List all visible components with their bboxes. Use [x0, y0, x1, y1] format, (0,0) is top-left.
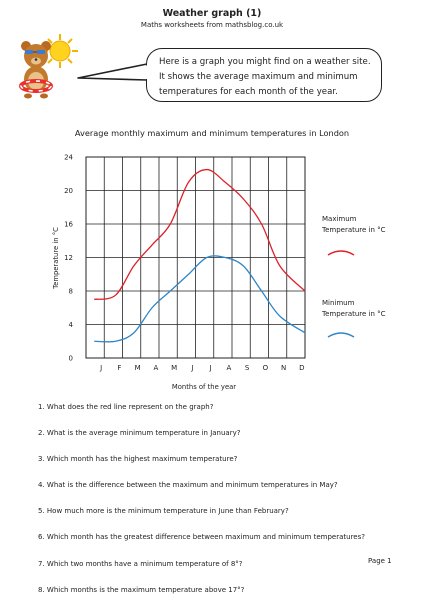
speech-bubble-tail: [77, 63, 148, 81]
question-item: 1. What does the red line represent on t…: [38, 403, 214, 411]
y-tick-label: 0: [69, 355, 73, 363]
x-tick-label: A: [226, 364, 231, 372]
x-tick-label: D: [299, 364, 304, 372]
worksheet-page: Weather graph (1) Maths worksheets from …: [19, 8, 392, 593]
worksheet-title: Weather graph (1): [162, 8, 262, 19]
x-tick-label: M: [171, 364, 177, 372]
y-axis-label: Temperature in °C: [52, 227, 60, 290]
question-item: 7. Which two months have a minimum tempe…: [38, 559, 243, 568]
y-tick-label: 12: [64, 254, 73, 262]
x-axis-label: Months of the year: [172, 383, 236, 391]
legend-maximum-swatch: [327, 250, 355, 256]
y-tick-label: 24: [64, 154, 73, 162]
x-tick-label: J: [209, 364, 212, 372]
legend-minimum-label-2: Temperature in °C: [322, 310, 386, 318]
chart-title: Average monthly maximum and minimum temp…: [74, 128, 350, 138]
question-item: 5. How much more is the minimum temperat…: [38, 507, 289, 516]
question-item: 2. What is the average minimum temperatu…: [38, 429, 241, 438]
x-tick-label: N: [281, 364, 286, 372]
legend-minimum: Minimum Temperature in °C: [322, 298, 386, 320]
legend-maximum-label-1: Maximum: [322, 215, 357, 223]
legend-swatches: [327, 250, 355, 338]
chart-grid: [85, 156, 306, 359]
question-list: 1. What does the red line represent on t…: [38, 403, 398, 613]
question-item: 8. Which months is the maximum temperatu…: [38, 585, 245, 594]
y-tick-label: 8: [69, 288, 73, 296]
speech-bubble: Here is a graph you might find on a weat…: [146, 48, 382, 102]
x-tick-label: S: [245, 364, 250, 372]
x-tick-label: J: [99, 364, 102, 372]
maximum-temperature-line: [94, 168, 306, 301]
legend-minimum-swatch: [327, 332, 355, 338]
y-tick-label: 16: [64, 221, 73, 229]
question-item: 4. What is the difference between the ma…: [38, 481, 338, 490]
y-axis-ticks: 0 4 8 12 16 20 24: [64, 154, 73, 363]
x-tick-label: O: [263, 364, 269, 372]
minimum-temperature-line: [94, 255, 306, 343]
x-tick-label: J: [190, 364, 193, 372]
question-item: 3. Which month has the highest maximum t…: [38, 455, 238, 464]
legend-maximum: Maximum Temperature in °C: [322, 214, 386, 236]
temperature-line-chart: 0 4 8 12 16 20 24 J F M A M J J A S O N D Temperature in …: [52, 154, 355, 391]
x-tick-label: F: [117, 364, 121, 372]
legend-maximum-label-2: Temperature in °C: [322, 226, 386, 234]
page-number: Page 1: [368, 557, 392, 565]
y-tick-label: 4: [69, 321, 74, 329]
chart-series: [94, 168, 306, 343]
legend-minimum-label-1: Minimum: [322, 299, 355, 307]
x-tick-label: M: [135, 364, 141, 372]
speech-bubble-text: Here is a graph you might find on a weat…: [159, 57, 371, 97]
worksheet-subtitle: Maths worksheets from mathsblog.co.uk: [140, 21, 284, 29]
question-item: 6. Which month has the greatest differen…: [38, 533, 365, 542]
y-tick-label: 20: [64, 187, 73, 195]
x-tick-label: A: [153, 364, 158, 372]
teddy-bear-sun-mascot-icon: [19, 34, 78, 99]
